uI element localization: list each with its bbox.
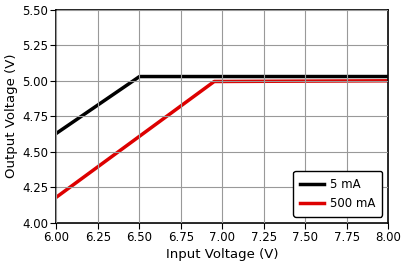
- X-axis label: Input Voltage (V): Input Voltage (V): [166, 248, 278, 261]
- 500 mA: [88, 171, 93, 174]
- 5 mA: [54, 132, 59, 135]
- 5 mA: [318, 75, 323, 78]
- 500 mA: [281, 80, 286, 83]
- 5 mA: [200, 75, 205, 78]
- 5 mA: [312, 75, 317, 78]
- 5 mA: [281, 75, 286, 78]
- 5 mA: [137, 75, 142, 78]
- 5 mA: [188, 75, 193, 78]
- 500 mA: [385, 79, 390, 82]
- Y-axis label: Output Voltage (V): Output Voltage (V): [5, 54, 18, 178]
- 500 mA: [312, 80, 317, 83]
- Legend: 5 mA, 500 mA: 5 mA, 500 mA: [292, 171, 382, 217]
- 5 mA: [385, 75, 390, 78]
- Line: 5 mA: 5 mA: [56, 77, 387, 133]
- 500 mA: [200, 88, 205, 92]
- 500 mA: [318, 80, 323, 83]
- Line: 500 mA: 500 mA: [56, 81, 387, 197]
- 500 mA: [188, 97, 193, 100]
- 500 mA: [54, 196, 59, 199]
- 5 mA: [88, 109, 93, 112]
